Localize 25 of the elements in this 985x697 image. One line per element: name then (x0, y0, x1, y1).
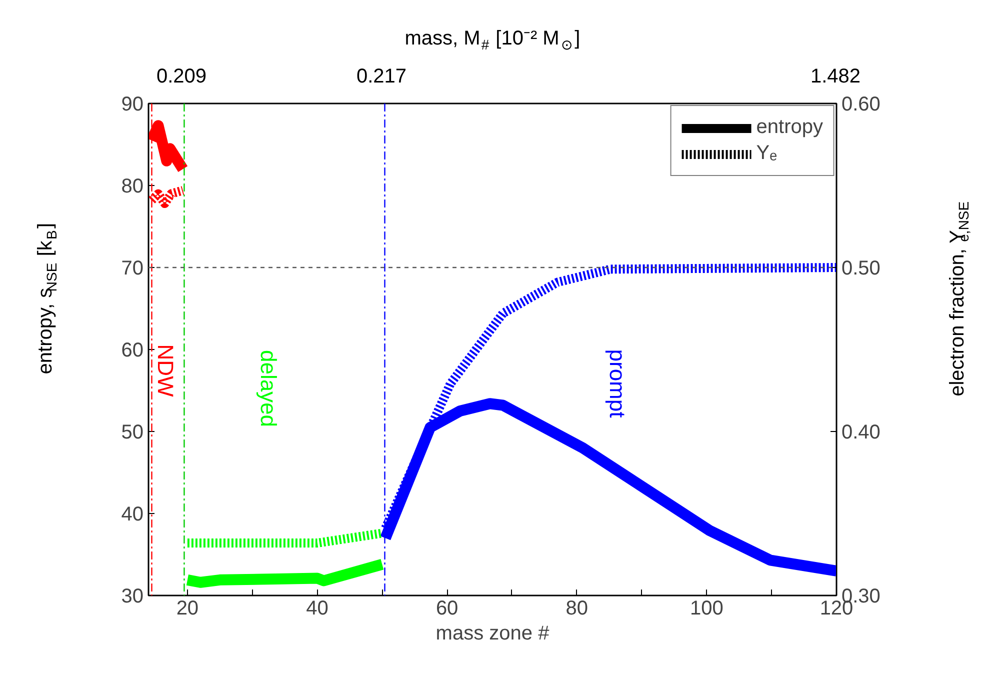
text: 0.217 (356, 66, 407, 88)
x-tick-label: 100 (690, 598, 724, 620)
y-tick-label: 40 (121, 504, 144, 526)
text: entropy (756, 116, 823, 139)
x2-axis-title: mass, M# [10⁻² M⊙] (404, 28, 580, 52)
annotation: delayed (256, 350, 281, 428)
y-tick-label: 90 (121, 94, 144, 116)
y-tick-label: 30 (121, 586, 144, 608)
y-tick-label: 70 (121, 258, 144, 280)
y-tick-label: 60 (121, 340, 144, 362)
y2-tick-label: 0.50 (842, 258, 880, 280)
annotation: prompt (605, 349, 630, 418)
x-axis-title: mass zone # (436, 622, 550, 644)
y-tick-label: 50 (121, 422, 144, 444)
y2-tick-label: 0.40 (842, 422, 880, 444)
y2-tick-label: 0.60 (842, 94, 880, 116)
annotation: NDW (153, 344, 178, 398)
text: 1.482 (810, 66, 861, 88)
x-tick-label: 40 (306, 598, 328, 620)
text: Yₑ (756, 142, 778, 165)
x-tick-label: 20 (176, 598, 199, 620)
x-tick-label: 80 (566, 598, 588, 620)
x-tick-label: 60 (436, 598, 458, 620)
text: 0.209 (156, 66, 207, 88)
y-tick-label: 80 (121, 176, 144, 198)
